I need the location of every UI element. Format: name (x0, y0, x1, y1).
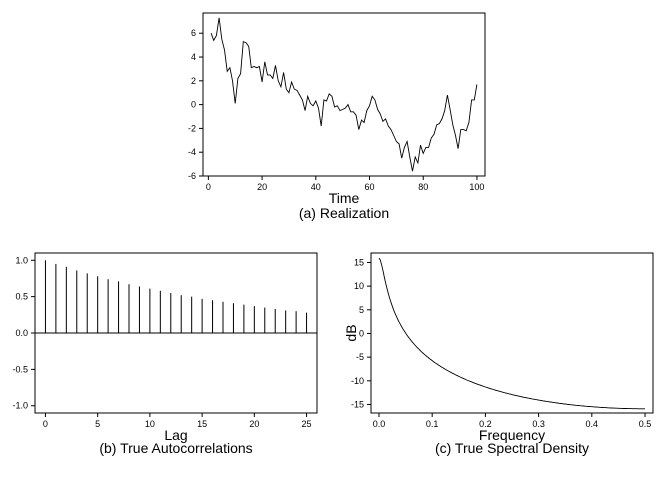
caption-autocorrelations: (b) True Autocorrelations (99, 440, 252, 456)
plot-frame-realization (202, 12, 486, 177)
panel-spectral-density: 0.0 0.1 0.2 0.3 0.4 0.5 -15 -10 -5 0 5 10 15 dB Freq… (343, 252, 654, 456)
x-tick-label: 0.1 (426, 419, 439, 429)
xlabel-time: Time (329, 190, 360, 206)
axes-realization: 0 20 40 60 80 100 -6 -4 -2 0 2 4 6 (188, 28, 484, 192)
caption-spectral-density: (c) True Spectral Density (435, 440, 589, 456)
y-tick-label: -2 (188, 123, 196, 133)
x-tick-label: 5 (95, 419, 100, 429)
y-tick-label: -0.5 (12, 364, 28, 374)
y-tick-label: 2 (191, 76, 196, 86)
y-tick-label: 5 (359, 305, 364, 315)
x-tick-label: 10 (145, 419, 155, 429)
y-tick-label: 0 (359, 328, 364, 338)
plot-frame-spectral-density (370, 252, 654, 414)
x-tick-label: 25 (302, 419, 312, 429)
axes-spectral-density: 0.0 0.1 0.2 0.3 0.4 0.5 -15 -10 -5 0 5 10 15 (351, 257, 651, 429)
x-tick-label: 0.5 (639, 419, 652, 429)
x-tick-label: 20 (249, 419, 259, 429)
x-tick-label: 100 (469, 182, 484, 192)
y-tick-label: 6 (191, 28, 196, 38)
realization-series-line (210, 17, 478, 172)
x-tick-label: 0.2 (479, 419, 492, 429)
autocorrelation-spikes (44, 260, 308, 333)
y-tick-label: 4 (191, 52, 196, 62)
xlabel-lag: Lag (164, 427, 187, 443)
x-tick-label: 60 (365, 182, 375, 192)
x-tick-label: 0 (43, 419, 48, 429)
y-tick-label: 0 (191, 100, 196, 110)
panel-autocorrelations: 0 5 10 15 20 25 -1.0 -0.5 0.0 0.5 1.0 Lag (b) True… (12, 252, 318, 456)
y-tick-label: 1.0 (15, 255, 28, 265)
spectral-density-curve (378, 257, 645, 410)
x-tick-label: 0.0 (373, 419, 386, 429)
y-tick-label: 0.5 (15, 292, 28, 302)
x-tick-label: 0.3 (532, 419, 545, 429)
y-tick-label: -5 (356, 352, 364, 362)
panel-realization: 0 20 40 60 80 100 -6 -4 -2 0 2 4 6 Time (a) Realizat… (188, 12, 486, 221)
y-tick-label: 15 (354, 257, 364, 267)
x-tick-label: 0.4 (586, 419, 599, 429)
y-tick-label: 10 (354, 281, 364, 291)
y-tick-label: -6 (188, 171, 196, 181)
y-tick-label: -1.0 (12, 401, 28, 411)
y-tick-label: -15 (351, 399, 364, 409)
y-tick-label: -4 (188, 147, 196, 157)
x-tick-label: 0 (206, 182, 211, 192)
xlabel-frequency: Frequency (479, 427, 545, 443)
x-tick-label: 20 (257, 182, 267, 192)
axes-autocorrelations: 0 5 10 15 20 25 -1.0 -0.5 0.0 0.5 1.0 (12, 255, 311, 429)
x-tick-label: 15 (197, 419, 207, 429)
ylabel-db: dB (343, 324, 359, 341)
y-tick-label: 0.0 (15, 328, 28, 338)
x-tick-label: 40 (311, 182, 321, 192)
x-tick-label: 80 (418, 182, 428, 192)
caption-realization: (a) Realization (299, 205, 389, 221)
y-tick-label: -10 (351, 376, 364, 386)
